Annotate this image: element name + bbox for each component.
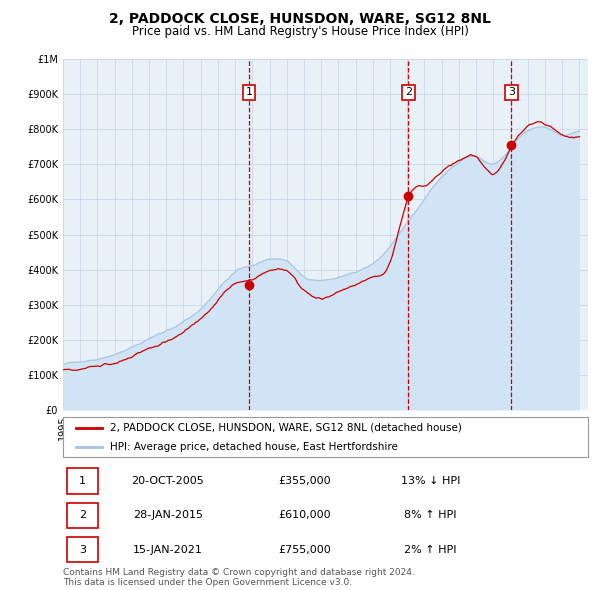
Text: 28-JAN-2015: 28-JAN-2015 [133,510,203,520]
Text: 15-JAN-2021: 15-JAN-2021 [133,545,203,555]
Text: 2: 2 [405,87,412,97]
Text: 2: 2 [79,510,86,520]
Text: HPI: Average price, detached house, East Hertfordshire: HPI: Average price, detached house, East… [110,442,398,452]
Text: 2, PADDOCK CLOSE, HUNSDON, WARE, SG12 8NL (detached house): 2, PADDOCK CLOSE, HUNSDON, WARE, SG12 8N… [110,423,462,433]
Text: 1: 1 [245,87,253,97]
Text: 3: 3 [79,545,86,555]
Text: 8% ↑ HPI: 8% ↑ HPI [404,510,457,520]
Text: 13% ↓ HPI: 13% ↓ HPI [401,476,460,486]
Text: 20-OCT-2005: 20-OCT-2005 [131,476,205,486]
Text: £610,000: £610,000 [278,510,331,520]
Text: £355,000: £355,000 [278,476,331,486]
Text: Contains HM Land Registry data © Crown copyright and database right 2024.
This d: Contains HM Land Registry data © Crown c… [63,568,415,587]
Text: 1: 1 [79,476,86,486]
FancyBboxPatch shape [67,503,98,528]
Text: 2, PADDOCK CLOSE, HUNSDON, WARE, SG12 8NL: 2, PADDOCK CLOSE, HUNSDON, WARE, SG12 8N… [109,12,491,26]
FancyBboxPatch shape [67,468,98,494]
Text: Price paid vs. HM Land Registry's House Price Index (HPI): Price paid vs. HM Land Registry's House … [131,25,469,38]
Text: 3: 3 [508,87,515,97]
Text: 2% ↑ HPI: 2% ↑ HPI [404,545,457,555]
Text: £755,000: £755,000 [278,545,331,555]
FancyBboxPatch shape [67,537,98,562]
